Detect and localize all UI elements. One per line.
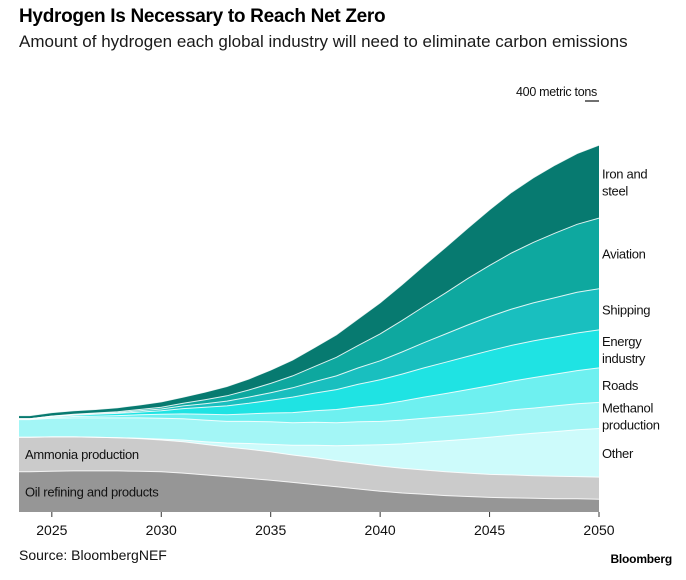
area-ammonia-production	[19, 436, 599, 500]
x-tick-label-2050: 2050	[583, 522, 614, 538]
chart-title: Hydrogen Is Necessary to Reach Net Zero	[19, 6, 386, 27]
source-note: Source: BloombergNEF	[19, 547, 167, 563]
x-tick-label-2045: 2045	[474, 522, 505, 538]
chart-subtitle: Amount of hydrogen each global industry …	[19, 32, 628, 51]
line-roads	[19, 367, 600, 420]
line-oil-refining-and-products	[19, 470, 600, 500]
x-axis: 2025 2030 2035 2040 2045 2050	[36, 512, 615, 538]
area-oil-refining-and-products	[19, 470, 599, 512]
line-shipping	[19, 288, 600, 420]
bloomberg-logo: Bloomberg	[610, 552, 672, 566]
line-energy-industry	[19, 329, 600, 420]
series-label-iron-and-steel: Iron and steel	[602, 167, 647, 199]
area-methanol-production	[19, 402, 599, 446]
x-tick-label-2030: 2030	[146, 522, 177, 538]
area-energy-industry	[19, 329, 599, 420]
line-iron-and-steel	[19, 144, 600, 417]
line-aviation	[19, 217, 600, 420]
series-label-ammonia-production: Ammonia production	[25, 447, 139, 462]
series-boundaries	[19, 144, 600, 500]
series-label-aviation: Aviation	[602, 246, 646, 261]
x-tick-label-2025: 2025	[36, 522, 67, 538]
series-label-other: Other	[602, 446, 634, 461]
x-tick-label-2035: 2035	[255, 522, 286, 538]
scale-marker: 400 metric tons	[516, 85, 599, 102]
series-label-methanol-production: Methanol production	[602, 400, 660, 432]
area-shipping	[19, 288, 599, 419]
scale-label: 400 metric tons	[516, 85, 597, 99]
area-roads	[19, 367, 599, 423]
area-iron-and-steel	[19, 145, 599, 419]
line-other	[19, 428, 600, 447]
x-tick-label-2040: 2040	[365, 522, 396, 538]
series-label-energy-industry: Energy industry	[602, 334, 646, 366]
area-aviation	[19, 218, 599, 419]
series-labels: Oil refining and products Ammonia product…	[25, 167, 660, 500]
series-label-oil-refining-and-products: Oil refining and products	[25, 485, 159, 500]
series-label-shipping: Shipping	[602, 302, 650, 317]
line-methanol-production	[19, 401, 600, 424]
series-label-roads: Roads	[602, 378, 639, 393]
